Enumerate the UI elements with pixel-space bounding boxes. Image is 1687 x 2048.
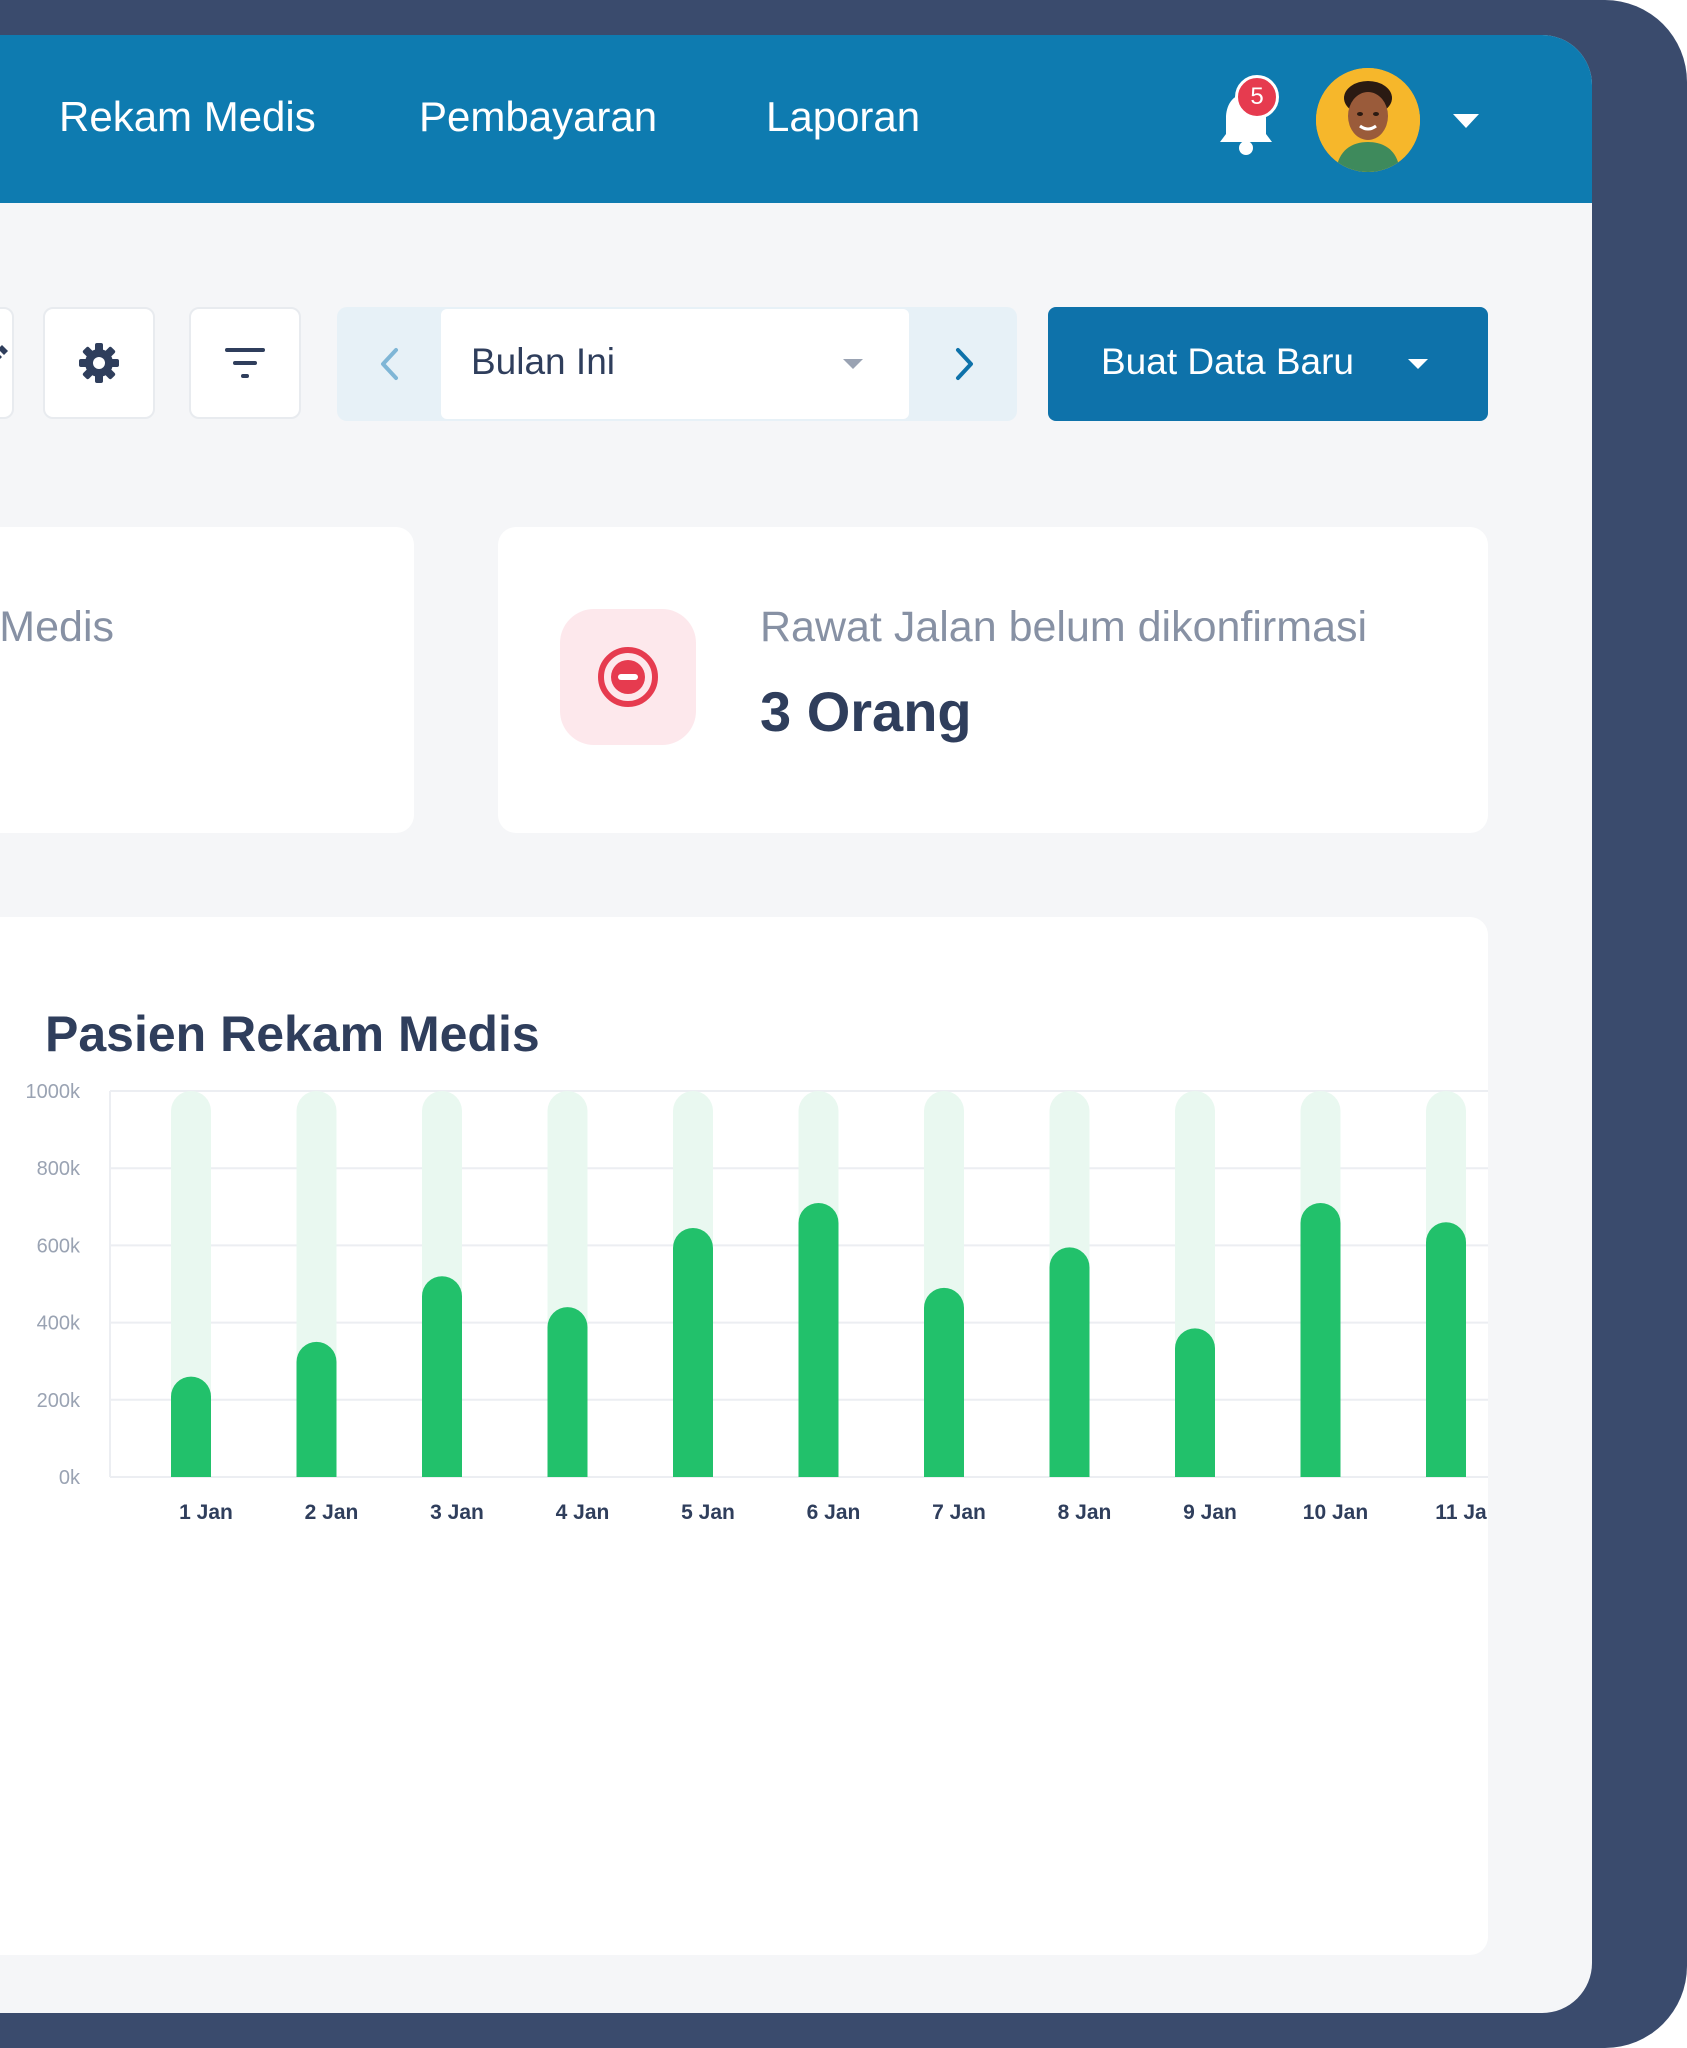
period-prev-button[interactable] — [337, 307, 441, 421]
stat-label: Rawat Jalan belum dikonfirmasi — [760, 603, 1368, 651]
bar — [1049, 1247, 1090, 1477]
y-tick-label: 0k — [59, 1467, 81, 1489]
y-tick-label: 1000k — [26, 1081, 81, 1103]
period-label: Bulan Ini — [471, 341, 615, 382]
x-tick-label: 6 Jan — [807, 1501, 861, 1524]
new-data-label: Buat Data Baru — [1101, 341, 1354, 382]
y-tick-label: 600k — [37, 1235, 81, 1257]
settings-button[interactable] — [43, 307, 155, 419]
x-tick-label: 10 Jan — [1303, 1501, 1368, 1524]
avatar[interactable] — [1316, 68, 1420, 172]
bar-chart: 0k 200k 400k 600k 800k 1000k 1 Jan 2 Jan 3 Jan 4 … — [26, 1081, 1488, 1524]
y-tick-label: 400k — [37, 1313, 81, 1335]
period-dropdown[interactable]: Bulan Ini — [441, 309, 909, 419]
bar — [924, 1287, 965, 1477]
bar — [171, 1376, 211, 1477]
gear-icon — [79, 343, 119, 383]
nav-item-laporan[interactable]: Laporan — [766, 93, 921, 140]
notification-badge: 5 — [1235, 75, 1279, 119]
bar — [1175, 1328, 1215, 1477]
x-tick-label: 7 Jan — [932, 1501, 986, 1524]
stat-icon-container — [560, 609, 696, 745]
chevron-down-icon — [843, 359, 863, 369]
x-tick-label: 8 Jan — [1058, 1501, 1112, 1524]
x-tick-label: 3 Jan — [430, 1501, 484, 1524]
top-navigation-bar: si Rekam Medis Pembayaran Laporan 5 — [0, 35, 1592, 203]
y-tick-label: 200k — [37, 1390, 81, 1412]
minus-circle-icon — [598, 647, 658, 707]
bar — [1300, 1202, 1341, 1477]
chart-card: Pasien Rekam Medis 0k 200k 400k 600k 800k 100… — [0, 917, 1488, 1955]
nav-item-rekam-medis[interactable]: Rekam Medis — [59, 93, 316, 140]
x-tick-label: 11 Ja — [1435, 1501, 1487, 1524]
bar — [296, 1341, 337, 1477]
chevron-left-icon — [381, 348, 398, 380]
app-screen: si Rekam Medis Pembayaran Laporan 5 — [0, 35, 1592, 2013]
filter-button[interactable] — [189, 307, 301, 419]
chevron-down-icon — [1408, 359, 1428, 369]
edit-button[interactable] — [0, 307, 14, 419]
stat-card-rawat-jalan: Rawat Jalan belum dikonfirmasi 3 Orang — [498, 527, 1488, 833]
bar — [547, 1307, 588, 1477]
x-tick-label: 9 Jan — [1183, 1501, 1237, 1524]
stat-card-rekam-medis: m Medis g — [0, 527, 414, 833]
pencil-icon — [0, 345, 8, 359]
x-tick-label: 5 Jan — [681, 1501, 735, 1524]
bar — [798, 1202, 839, 1477]
bar — [673, 1228, 713, 1477]
filter-icon — [225, 348, 265, 378]
y-tick-label: 800k — [37, 1158, 81, 1180]
nav-item-pembayaran[interactable]: Pembayaran — [419, 93, 658, 140]
bar — [1426, 1222, 1466, 1477]
x-tick-label: 1 Jan — [179, 1501, 233, 1524]
chevron-right-icon — [956, 348, 973, 380]
stat-value: 3 Orang — [760, 680, 972, 743]
bar — [422, 1276, 462, 1477]
stat-label: m Medis — [0, 603, 114, 651]
chart-title: Pasien Rekam Medis — [45, 1006, 540, 1062]
chevron-down-icon[interactable] — [1451, 111, 1481, 131]
new-data-button[interactable]: Buat Data Baru — [1048, 307, 1488, 421]
period-selector: Bulan Ini — [337, 307, 1017, 421]
x-tick-label: 4 Jan — [556, 1501, 610, 1524]
period-next-button[interactable] — [913, 307, 1017, 421]
x-tick-label: 2 Jan — [305, 1501, 359, 1524]
